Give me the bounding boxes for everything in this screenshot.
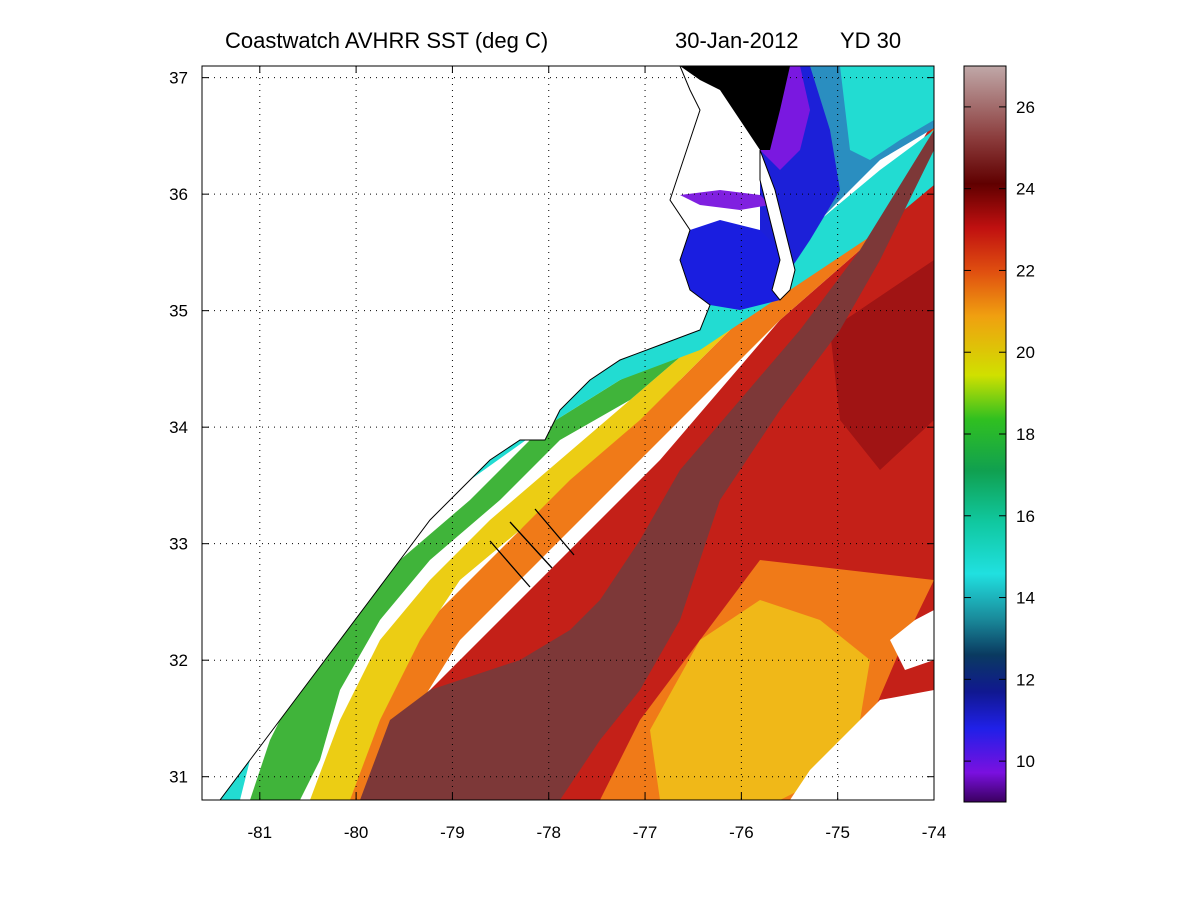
no-data-region [680, 66, 790, 150]
lon-tick-labels: -81 -80 -79 -78 -77 -76 -75 -74 [248, 823, 947, 842]
transect-line-2 [509, 521, 553, 569]
colorbar-tick-label: 18 [1016, 425, 1035, 444]
colorbar-tick-label: 20 [1016, 343, 1035, 362]
lon-tick-label: -77 [633, 823, 658, 842]
gulf-stream-core [360, 130, 934, 800]
offshore-dark-red [830, 260, 934, 470]
cloud-patch [790, 690, 934, 800]
map-frame [201, 65, 935, 801]
lon-tick-label: -78 [536, 823, 561, 842]
lon-tick-label: -79 [440, 823, 465, 842]
lat-tick-label: 31 [169, 768, 188, 787]
transect-lines [489, 508, 575, 588]
lon-tick-label: -81 [248, 823, 273, 842]
lat-tick-label: 32 [169, 651, 188, 670]
colorbar-tick-label: 10 [1016, 752, 1035, 771]
shelf-yellow-band [310, 240, 840, 800]
lat-tick-label: 36 [169, 185, 188, 204]
lon-tick-label: -75 [825, 823, 850, 842]
lat-tick-label: 34 [169, 418, 188, 437]
land-mainland [202, 66, 711, 800]
outer-banks [759, 149, 796, 301]
title-product: Coastwatch AVHRR SST (deg C) [225, 28, 549, 53]
axis-ticks [202, 66, 935, 800]
cloud-patch-2 [890, 610, 934, 670]
lat-tick-label: 33 [169, 535, 188, 554]
transect-line-3 [534, 508, 575, 556]
lon-tick-label: -80 [344, 823, 369, 842]
lat-tick-label: 35 [169, 302, 188, 321]
colorbar-tick-label: 12 [1016, 670, 1035, 689]
colorbar-tick-label: 22 [1016, 261, 1035, 280]
lat-tick-label: 37 [169, 69, 188, 88]
offshore-yellow-patch [650, 600, 870, 800]
colorbar-tick-labels: 10 12 14 16 18 20 22 24 26 [1016, 98, 1035, 771]
title-yearday: YD 30 [840, 28, 902, 53]
colorbar-tick-label: 16 [1016, 507, 1035, 526]
title-date: 30-Jan-2012 [675, 28, 799, 53]
lon-tick-label: -76 [729, 823, 754, 842]
lat-tick-labels: 31 32 33 34 35 36 37 [169, 69, 188, 787]
shelf-green-band [250, 340, 700, 800]
chart-title: Coastwatch AVHRR SST (deg C) 30-Jan-2012… [225, 28, 935, 58]
lon-tick-label: -74 [922, 823, 947, 842]
transect-line-1 [489, 540, 531, 588]
albemarle-sound [680, 190, 770, 210]
colorbar-tick-label: 14 [1016, 589, 1035, 608]
northern-cyan-region [840, 66, 934, 160]
pamlico-sound [680, 220, 790, 310]
colorbar-tick-label: 24 [1016, 180, 1035, 199]
colorbar-tick-label: 26 [1016, 98, 1035, 117]
grid-lines [202, 66, 935, 800]
colorbar-ticks [964, 106, 1006, 762]
